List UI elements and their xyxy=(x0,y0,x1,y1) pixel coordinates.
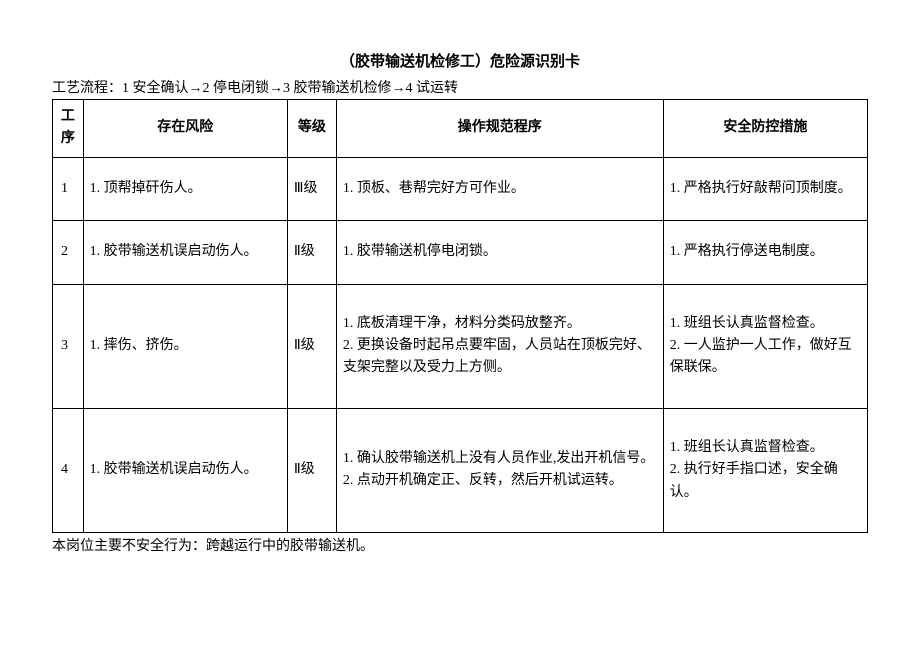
cell-risk: 1. 胶带输送机误启动伤人。 xyxy=(83,408,287,532)
cell-seq: 1 xyxy=(53,157,84,220)
cell-procedure: 1. 胶带输送机停电闭锁。 xyxy=(336,221,663,284)
cell-measure: 1. 严格执行停送电制度。 xyxy=(663,221,867,284)
cell-risk: 1. 顶帮掉矸伤人。 xyxy=(83,157,287,220)
process-flow: 工艺流程：1 安全确认→2 停电闭锁→3 胶带输送机检修→4 试运转 xyxy=(52,77,868,97)
cell-level: Ⅱ级 xyxy=(287,284,336,408)
table-row: 4 1. 胶带输送机误启动伤人。 Ⅱ级 1. 确认胶带输送机上没有人员作业,发出… xyxy=(53,408,868,532)
cell-level: Ⅱ级 xyxy=(287,408,336,532)
col-header-procedure: 操作规范程序 xyxy=(336,100,663,158)
cell-risk: 1. 摔伤、挤伤。 xyxy=(83,284,287,408)
cell-procedure: 1. 顶板、巷帮完好方可作业。 xyxy=(336,157,663,220)
page-title: （胶带输送机检修工）危险源识别卡 xyxy=(52,50,868,71)
cell-level: Ⅲ级 xyxy=(287,157,336,220)
cell-seq: 4 xyxy=(53,408,84,532)
cell-risk: 1. 胶带输送机误启动伤人。 xyxy=(83,221,287,284)
cell-measure: 1. 班组长认真监督检查。2. 一人监护一人工作，做好互保联保。 xyxy=(663,284,867,408)
col-header-seq: 工序 xyxy=(53,100,84,158)
cell-procedure: 1. 确认胶带输送机上没有人员作业,发出开机信号。2. 点动开机确定正、反转，然… xyxy=(336,408,663,532)
col-header-level: 等级 xyxy=(287,100,336,158)
table-header-row: 工序 存在风险 等级 操作规范程序 安全防控措施 xyxy=(53,100,868,158)
cell-measure: 1. 班组长认真监督检查。2. 执行好手指口述，安全确认。 xyxy=(663,408,867,532)
cell-seq: 2 xyxy=(53,221,84,284)
cell-seq: 3 xyxy=(53,284,84,408)
table-row: 1 1. 顶帮掉矸伤人。 Ⅲ级 1. 顶板、巷帮完好方可作业。 1. 严格执行好… xyxy=(53,157,868,220)
cell-measure: 1. 严格执行好敲帮问顶制度。 xyxy=(663,157,867,220)
col-header-risk: 存在风险 xyxy=(83,100,287,158)
cell-level: Ⅱ级 xyxy=(287,221,336,284)
footer-note: 本岗位主要不安全行为：跨越运行中的胶带输送机。 xyxy=(52,535,868,555)
table-row: 3 1. 摔伤、挤伤。 Ⅱ级 1. 底板清理干净，材料分类码放整齐。2. 更换设… xyxy=(53,284,868,408)
cell-procedure: 1. 底板清理干净，材料分类码放整齐。2. 更换设备时起吊点要牢固，人员站在顶板… xyxy=(336,284,663,408)
table-row: 2 1. 胶带输送机误启动伤人。 Ⅱ级 1. 胶带输送机停电闭锁。 1. 严格执… xyxy=(53,221,868,284)
col-header-measure: 安全防控措施 xyxy=(663,100,867,158)
hazard-table: 工序 存在风险 等级 操作规范程序 安全防控措施 1 1. 顶帮掉矸伤人。 Ⅲ级… xyxy=(52,99,868,533)
